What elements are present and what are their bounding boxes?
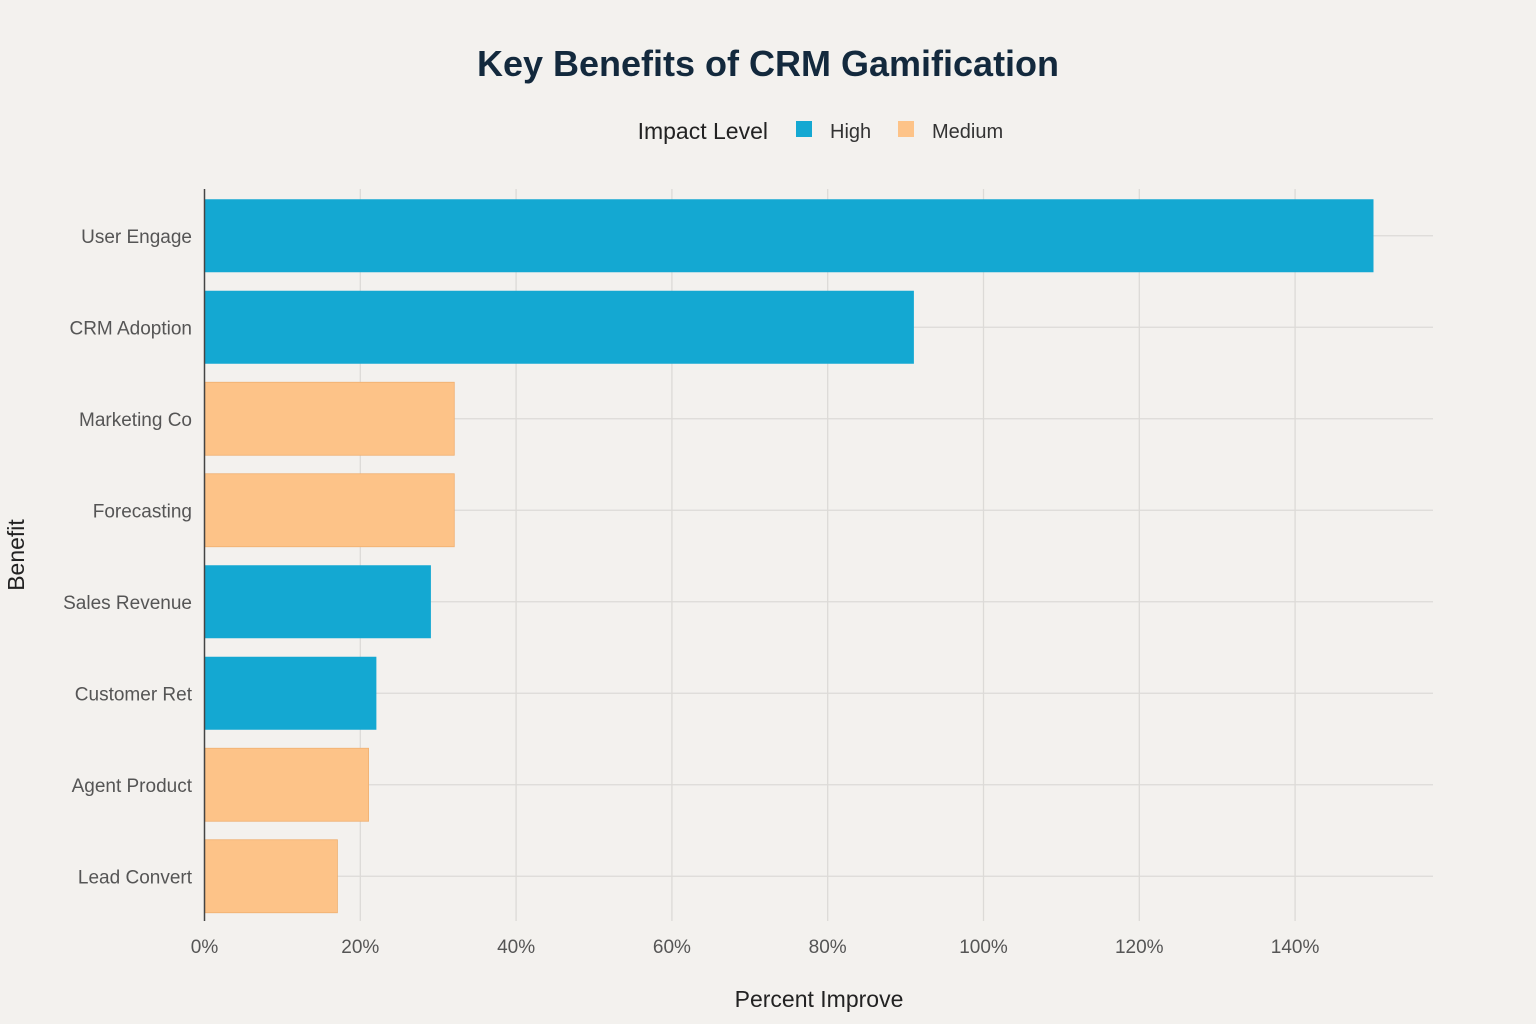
y-tick-label: Sales Revenue — [63, 593, 192, 614]
y-tick-label: CRM Adoption — [69, 318, 192, 339]
bar-crm-adoption — [205, 290, 914, 364]
x-tick-label: 60% — [653, 937, 691, 958]
bar-customer-ret — [205, 656, 377, 730]
y-tick-label: Agent Product — [72, 776, 193, 797]
legend-label-high: High — [830, 121, 871, 143]
legend-label-medium: Medium — [932, 121, 1003, 143]
x-tick-label: 100% — [959, 937, 1008, 958]
x-tick-label: 120% — [1115, 937, 1164, 958]
y-tick-label: Customer Ret — [75, 684, 193, 705]
y-axis-label: Benefit — [3, 519, 29, 591]
bar-agent-product — [204, 747, 369, 822]
legend-title: Impact Level — [638, 118, 768, 144]
y-tick-label: Marketing Co — [79, 410, 192, 431]
bar-marketing-co — [204, 381, 455, 456]
y-tick-labels: User Engage CRM Adoption Marketing Co Forec… — [63, 227, 193, 889]
legend-swatch-medium — [898, 121, 914, 137]
y-tick-label: Lead Convert — [78, 867, 193, 888]
bars — [204, 199, 1374, 914]
x-tick-label: 20% — [341, 937, 379, 958]
x-axis-label: Percent Improve — [735, 986, 904, 1012]
bar-user-engage — [205, 199, 1374, 273]
bar-sales-revenue — [205, 565, 431, 639]
x-tick-label: 0% — [191, 937, 219, 958]
bar-forecasting — [204, 473, 455, 548]
x-tick-label: 40% — [497, 937, 535, 958]
y-tick-label: Forecasting — [93, 501, 192, 522]
x-tick-label: 80% — [809, 937, 847, 958]
x-tick-labels: 0% 20% 40% 60% 80% 100% 120% 140% — [191, 937, 1320, 958]
legend: Impact Level High Medium — [638, 118, 1004, 144]
legend-swatch-high — [796, 121, 812, 137]
chart-title: Key Benefits of CRM Gamification — [477, 43, 1059, 84]
x-tick-label: 140% — [1271, 937, 1320, 958]
bar-lead-convert — [204, 839, 338, 914]
y-tick-label: User Engage — [81, 227, 192, 248]
